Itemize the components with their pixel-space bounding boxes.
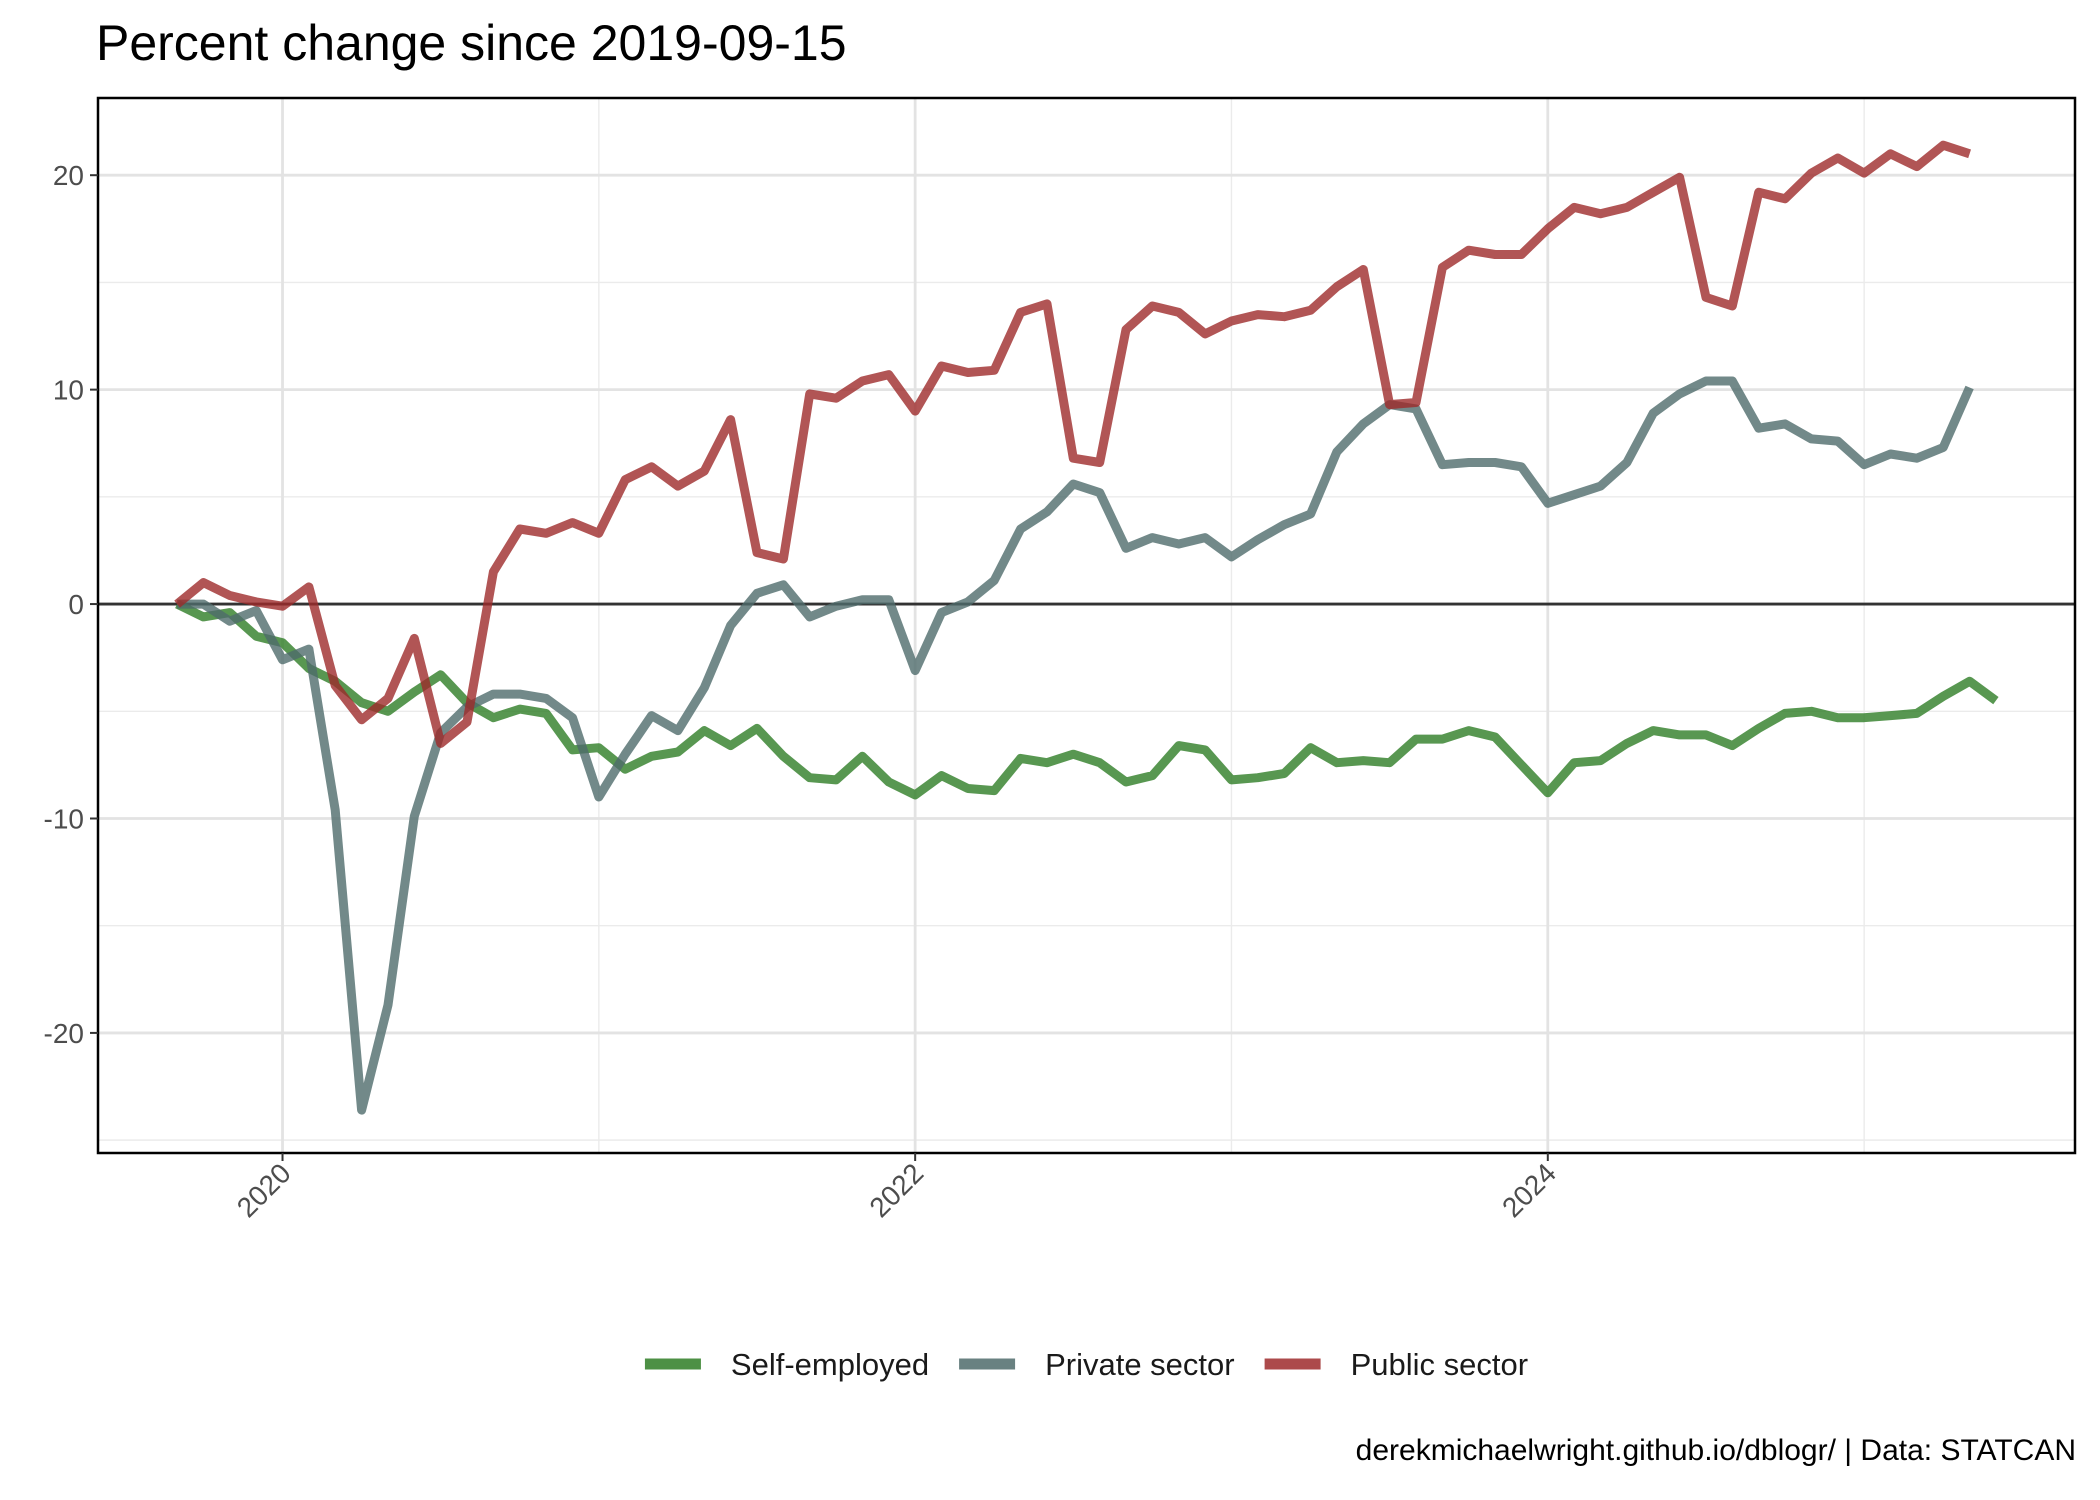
grid-lines	[98, 98, 2075, 1153]
series-line-private-sector	[177, 376, 1974, 1115]
x-tick-label: 2024	[1496, 1157, 1562, 1223]
legend-label-self-employed: Self-employed	[731, 1347, 929, 1382]
legend: Self-employed Private sector Public sector	[644, 1347, 1528, 1382]
x-tick-label: 2020	[231, 1157, 297, 1223]
legend-label-private-sector: Private sector	[1045, 1347, 1235, 1382]
y-tick-label: -10	[44, 803, 84, 834]
y-tick-label: 10	[53, 375, 84, 406]
x-tick-label: 2022	[863, 1157, 929, 1223]
y-tick-label: 0	[68, 589, 84, 620]
y-tick-label: -20	[44, 1018, 84, 1049]
chart-title: Percent change since 2019-09-15	[96, 15, 847, 71]
chart-caption: derekmichaelwright.github.io/dblogr/ | D…	[1355, 1434, 2076, 1467]
legend-label-public-sector: Public sector	[1351, 1347, 1528, 1382]
series-line-public-sector	[174, 140, 1971, 748]
series-line-self-employed	[175, 600, 1999, 800]
series-lines	[174, 140, 1999, 1115]
y-tick-label: 20	[53, 160, 84, 191]
plot-panel-border	[96, 96, 2077, 1155]
